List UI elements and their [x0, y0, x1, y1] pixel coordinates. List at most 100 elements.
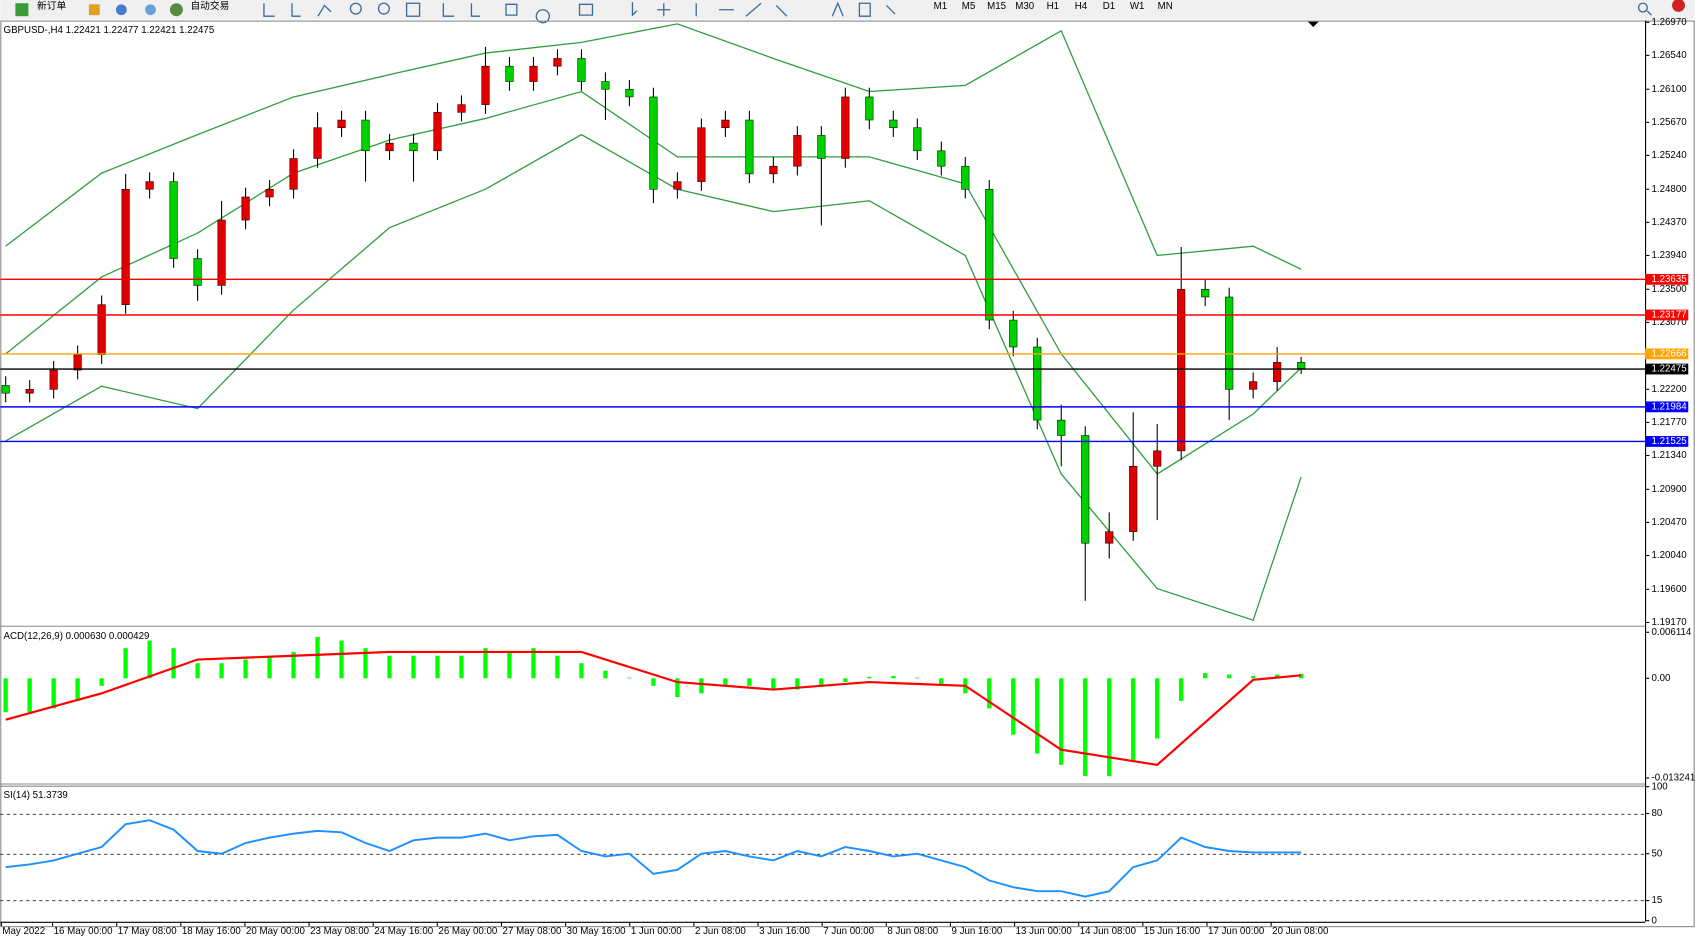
candle-body	[697, 127, 706, 182]
macd-bar	[699, 678, 704, 694]
candle-body	[1249, 381, 1258, 390]
price-level-tag	[1645, 363, 1689, 375]
price-level-tag	[1645, 436, 1689, 447]
tool-icons-2[interactable]	[442, 3, 594, 24]
candle-body	[265, 189, 274, 198]
timeframe[interactable]: M30	[1015, 1, 1035, 12]
bollinger-band	[5, 133, 1302, 621]
macd-bar	[315, 636, 320, 679]
zoom-out[interactable]	[377, 2, 390, 15]
macd-bar	[27, 678, 32, 713]
draw-tools[interactable]	[631, 1, 896, 17]
macd-bar	[987, 678, 992, 709]
macd-bar	[723, 678, 728, 686]
candle-body	[1, 385, 10, 394]
macd-bar	[1155, 678, 1160, 739]
macd-bar	[795, 678, 800, 690]
macd-bar	[219, 663, 224, 679]
timeframe[interactable]: D1	[1103, 1, 1115, 12]
x-tick-label: 16 May 00:00	[54, 926, 113, 937]
frame	[0, 20, 1695, 928]
x-tick-label: 13 Jun 00:00	[1016, 926, 1073, 937]
y-tick-label: 1.26970	[1651, 17, 1687, 28]
timeframe[interactable]: M15	[987, 1, 1006, 12]
y-tick-label: 1.24800	[1651, 184, 1687, 195]
x-tick-label: 8 Jun 08:00	[887, 926, 938, 937]
tool-icon[interactable]	[115, 4, 127, 16]
candle-body	[745, 119, 754, 175]
price-level-label: 1.21525	[1651, 436, 1686, 447]
y-tick-label: 1.23940	[1651, 250, 1687, 261]
tool-icon[interactable]	[88, 4, 100, 16]
candle-body	[913, 127, 922, 152]
chart-type-icons[interactable]	[263, 3, 332, 17]
timeframe[interactable]: H4	[1075, 1, 1088, 12]
y-tick-label: 1.22200	[1651, 384, 1687, 395]
panel-title: SI(14) 51.3739	[4, 790, 68, 801]
x-tick-label: 3 Jun 16:00	[759, 926, 810, 937]
timeframe[interactable]: M5	[962, 1, 976, 12]
macd-bar	[1083, 678, 1088, 777]
candle-body	[601, 81, 610, 90]
candle-body	[289, 158, 298, 190]
search[interactable]	[1637, 2, 1652, 16]
candle-body	[73, 354, 82, 371]
timeframe[interactable]: MN	[1158, 1, 1173, 12]
candle-body	[1153, 450, 1162, 467]
x-tick-label: 18 May 16:00	[182, 926, 241, 937]
candle-body	[193, 258, 202, 286]
y-tick-label: 0.006114	[1651, 627, 1691, 638]
x-tick-label: 20 Jun 08:00	[1272, 926, 1329, 937]
y-tick-label: 1.25240	[1651, 150, 1687, 161]
timeframe[interactable]: M1	[934, 1, 948, 12]
shift-marker	[1307, 21, 1319, 28]
candle-body	[145, 181, 154, 190]
x-tick-label: 24 May 16:00	[374, 926, 433, 937]
price-level-label: 1.23177	[1651, 310, 1686, 321]
candle-body	[337, 119, 346, 128]
candle-body	[841, 96, 850, 159]
tool-icons	[263, 1, 1652, 24]
macd-bar	[459, 655, 464, 679]
new-order-icon[interactable]	[15, 3, 29, 17]
x-tick-label: 26 May 00:00	[438, 926, 497, 937]
auto-trade-icon[interactable]	[169, 3, 183, 17]
macd-bar	[843, 678, 848, 683]
new-order[interactable]: 新订单	[37, 0, 66, 12]
timeframe[interactable]: W1	[1130, 1, 1145, 12]
macd-bar	[627, 677, 632, 679]
notification[interactable]	[1672, 0, 1685, 12]
auto-trade[interactable]: 自动交易	[190, 0, 229, 12]
macd-bar	[891, 676, 896, 679]
macd-bar	[411, 655, 416, 679]
candle-body	[313, 127, 322, 159]
panel-title: GBPUSD-,H4 1.22421 1.22477 1.22421 1.224…	[4, 25, 215, 36]
macd-bar	[1179, 678, 1184, 701]
candle-body	[385, 142, 394, 152]
rsi-line	[5, 819, 1302, 898]
candle-body	[961, 165, 970, 190]
candle-body	[1057, 419, 1066, 436]
candle-body	[1105, 531, 1114, 544]
x-tick-label: 2 Jun 08:00	[695, 926, 746, 937]
y-tick-label: 1.21340	[1651, 450, 1687, 461]
candle-body	[553, 58, 562, 67]
macd-bar	[675, 678, 680, 698]
macd-bar	[1059, 678, 1064, 765]
macd-bar	[435, 655, 440, 679]
candle-body	[505, 65, 514, 82]
candle-body	[1009, 319, 1018, 348]
macd-bar	[291, 651, 296, 679]
tool-icon[interactable]	[145, 4, 156, 16]
y-tick-label: 1.23500	[1651, 284, 1687, 295]
price-level-label: 1.21984	[1651, 401, 1687, 412]
price-level-label: 1.22666	[1651, 348, 1686, 359]
zoom-in[interactable]	[349, 2, 362, 15]
y-tick-label: 80	[1651, 808, 1662, 819]
timeframe[interactable]: H1	[1047, 1, 1059, 12]
macd-bar	[51, 678, 56, 709]
x-tick-label: 23 May 08:00	[310, 926, 369, 937]
tile[interactable]	[405, 2, 421, 17]
x-tick-label: 20 May 00:00	[246, 926, 305, 937]
x-tick-label: 15 Jun 16:00	[1144, 926, 1201, 937]
